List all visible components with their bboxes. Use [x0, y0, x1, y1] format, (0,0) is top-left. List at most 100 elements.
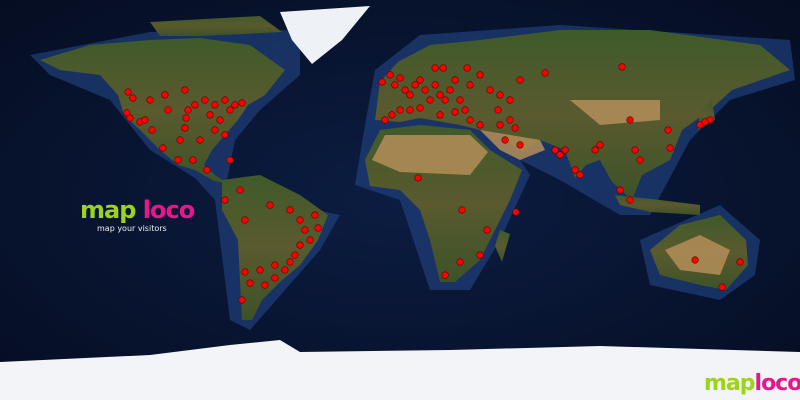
visitor-dot: [301, 226, 309, 234]
visitor-dot: [271, 261, 279, 269]
visitor-dot: [406, 106, 414, 114]
visitor-dot: [461, 106, 469, 114]
visitor-dot: [311, 211, 319, 219]
visitor-dot: [512, 208, 520, 216]
visitor-dot: [436, 111, 444, 119]
maploco-corner-logo[interactable]: maploco: [704, 373, 800, 395]
visitor-dot: [441, 271, 449, 279]
visitor-dot: [181, 124, 189, 132]
visitor-dot: [216, 116, 224, 124]
visitor-dot: [516, 76, 524, 84]
visitor-dot: [431, 64, 439, 72]
visitor-dot: [426, 96, 434, 104]
logo-map-text: map: [80, 196, 136, 224]
visitor-dot: [271, 274, 279, 282]
visitor-dot: [416, 104, 424, 112]
visitor-dot: [483, 226, 491, 234]
visitor-dot: [238, 296, 246, 304]
visitor-dot: [241, 216, 249, 224]
visitor-dot: [691, 256, 699, 264]
visitor-dot: [141, 116, 149, 124]
logo-loco-text: loco: [142, 196, 195, 224]
visitor-dot: [506, 116, 514, 124]
visitor-dot: [211, 126, 219, 134]
logo-tagline: map your visitors: [97, 224, 167, 233]
madagascar: [495, 230, 510, 262]
visitor-dot: [203, 166, 211, 174]
visitor-dot: [486, 86, 494, 94]
visitor-dot: [664, 126, 672, 134]
visitor-dot: [476, 251, 484, 259]
visitor-dot: [386, 71, 394, 79]
visitor-dot: [616, 186, 624, 194]
visitor-dot: [221, 196, 229, 204]
visitor-dot: [701, 118, 709, 126]
visitor-dot: [618, 63, 626, 71]
visitor-dot: [181, 86, 189, 94]
visitor-dot: [184, 106, 192, 114]
visitor-dot: [296, 241, 304, 249]
visitor-dot: [466, 116, 474, 124]
visitor-dot: [466, 81, 474, 89]
visitor-dot: [421, 86, 429, 94]
visitor-dot: [246, 279, 254, 287]
visitor-dot: [458, 206, 466, 214]
visitor-dot: [396, 74, 404, 82]
visitor-dot: [441, 96, 449, 104]
visitor-dot: [561, 146, 569, 154]
indonesia: [615, 195, 700, 215]
visitor-dot: [226, 106, 234, 114]
visitor-dot: [226, 156, 234, 164]
visitor-dot: [196, 136, 204, 144]
visitor-dot: [666, 144, 674, 152]
visitor-dot: [556, 151, 564, 159]
visitor-dot: [456, 258, 464, 266]
visitor-dot: [306, 236, 314, 244]
visitor-dot: [406, 91, 414, 99]
visitor-dot: [286, 258, 294, 266]
visitor-dot: [241, 268, 249, 276]
visitor-dot: [631, 146, 639, 154]
visitor-dot: [626, 196, 634, 204]
visitor-dot: [238, 99, 246, 107]
visitor-dot: [201, 96, 209, 104]
visitor-dot: [451, 108, 459, 116]
visitor-dot: [571, 166, 579, 174]
visitor-dot: [436, 91, 444, 99]
visitor-dot: [291, 251, 299, 259]
visitor-dot: [174, 156, 182, 164]
visitor-dot: [256, 266, 264, 274]
visitor-dot: [146, 96, 154, 104]
visitor-dot: [381, 116, 389, 124]
corner-logo-map-text: map: [704, 371, 756, 396]
visitor-dot: [416, 76, 424, 84]
visitor-dot: [496, 121, 504, 129]
visitor-dot: [211, 101, 219, 109]
visitor-dot: [451, 76, 459, 84]
visitor-dot: [176, 136, 184, 144]
visitor-dot: [626, 116, 634, 124]
visitor-dot: [551, 146, 559, 154]
visitor-dot: [266, 201, 274, 209]
visitor-dot: [496, 91, 504, 99]
visitor-dot: [314, 224, 322, 232]
visitor-dot: [411, 81, 419, 89]
visitor-dot: [596, 141, 604, 149]
visitor-dot: [476, 121, 484, 129]
visitor-dots: [123, 63, 744, 304]
antarctica: [0, 340, 800, 400]
visitor-dot: [516, 141, 524, 149]
arctic-islands: [150, 16, 282, 36]
visitor-dot: [164, 106, 172, 114]
visitor-dot: [396, 106, 404, 114]
visitor-dot: [576, 171, 584, 179]
visitor-dot: [414, 174, 422, 182]
deserts: [372, 100, 730, 275]
visitor-dot: [439, 64, 447, 72]
visitor-dot: [124, 88, 132, 96]
visitor-dot: [378, 78, 386, 86]
visitor-dot: [511, 124, 519, 132]
visitor-dot: [463, 64, 471, 72]
maploco-logo: map loco: [80, 196, 195, 224]
visitor-dot: [591, 146, 599, 154]
